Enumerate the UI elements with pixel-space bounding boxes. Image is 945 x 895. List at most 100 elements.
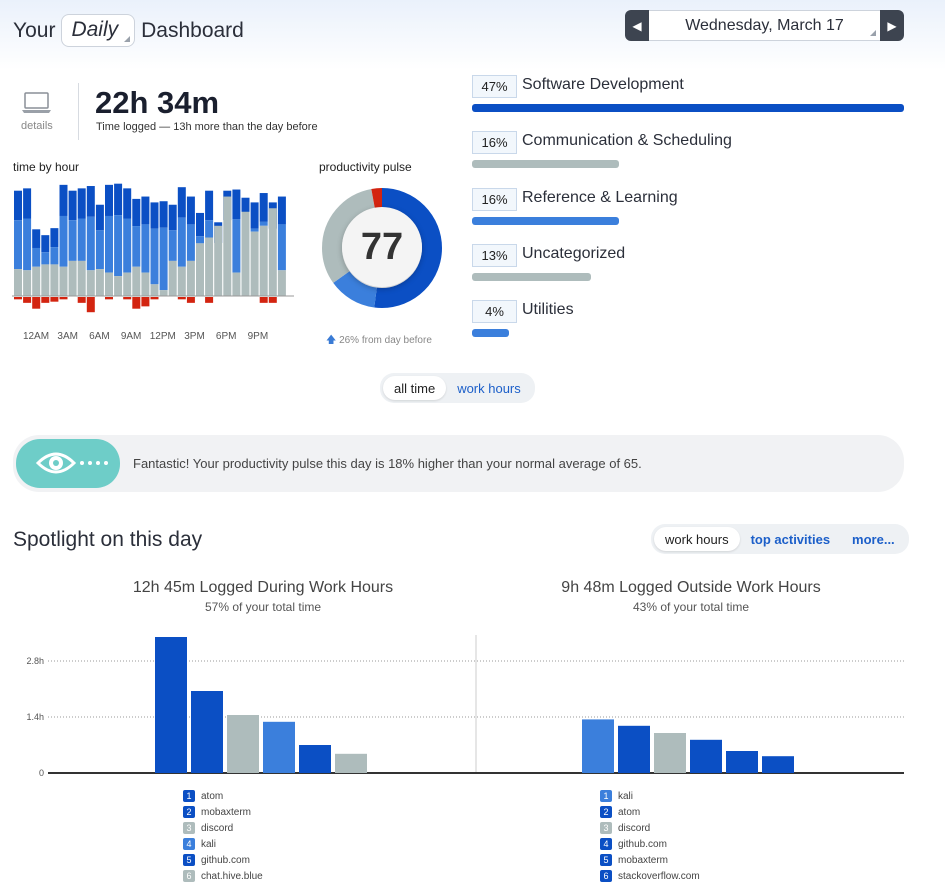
neutral-segment: [141, 272, 150, 296]
activity-bar[interactable]: [690, 739, 722, 773]
previous-day-button[interactable]: ◀: [625, 10, 649, 41]
legend-label: github.com: [201, 854, 250, 866]
hour-bar[interactable]: [114, 183, 123, 296]
category-item[interactable]: 16% Reference & Learning: [472, 188, 912, 238]
laptop-icon[interactable]: [22, 92, 52, 116]
details-link[interactable]: details: [21, 120, 53, 132]
activity-bar[interactable]: [191, 691, 223, 773]
activity-bar[interactable]: [726, 751, 758, 773]
activity-bar[interactable]: [155, 637, 187, 773]
neutral-segment: [177, 266, 186, 296]
productive-segment: [196, 236, 204, 244]
productive-segment: [77, 218, 86, 261]
distracting-segment: [177, 297, 186, 300]
legend-item[interactable]: 5 mobaxterm: [600, 852, 700, 868]
tab-more[interactable]: more...: [852, 531, 895, 547]
tab-top-activities[interactable]: top activities: [750, 531, 831, 547]
work-hours-tab[interactable]: work hours: [457, 380, 521, 396]
very-productive-segment: [159, 201, 168, 228]
hour-bar[interactable]: [159, 201, 168, 296]
tab-work-hours[interactable]: work hours: [654, 527, 740, 551]
very-productive-segment: [114, 183, 123, 216]
hour-tick-label: 9AM: [120, 331, 142, 342]
next-day-button[interactable]: ▶: [880, 10, 904, 41]
category-item[interactable]: 4% Utilities: [472, 300, 912, 350]
legend-item[interactable]: 4 kali: [183, 836, 263, 852]
hour-bar[interactable]: [23, 188, 32, 303]
date-picker[interactable]: Wednesday, March 17: [649, 10, 880, 41]
activity-bar[interactable]: [299, 745, 331, 773]
activity-bar[interactable]: [762, 756, 794, 773]
hour-bar[interactable]: [123, 188, 132, 300]
period-dropdown[interactable]: Daily: [61, 14, 136, 47]
spotlight-chart[interactable]: 0 1.4h 2.8h: [0, 625, 945, 785]
hour-bar[interactable]: [32, 229, 41, 309]
legend-item[interactable]: 2 atom: [600, 804, 700, 820]
distracting-segment: [23, 297, 32, 303]
activity-bar[interactable]: [582, 719, 614, 773]
donut-segment: [322, 188, 442, 308]
neutral-segment: [68, 260, 77, 296]
distracting-segment: [268, 297, 277, 303]
hour-bar[interactable]: [223, 190, 232, 296]
activity-bar[interactable]: [335, 753, 367, 773]
time-by-hour-chart[interactable]: [12, 178, 294, 313]
hour-bar[interactable]: [196, 212, 204, 296]
legend-item[interactable]: 6 stackoverflow.com: [600, 868, 700, 884]
hour-bar[interactable]: [105, 184, 113, 300]
all-time-tab[interactable]: all time: [383, 376, 447, 400]
legend-item[interactable]: 2 mobaxterm: [183, 804, 263, 820]
hour-bar[interactable]: [214, 222, 223, 296]
hour-bar[interactable]: [186, 196, 195, 303]
neutral-segment: [186, 260, 195, 296]
productive-segment: [150, 228, 159, 285]
hour-bar[interactable]: [250, 202, 259, 296]
legend-item[interactable]: 5 github.com: [183, 852, 263, 868]
hour-bar[interactable]: [150, 202, 159, 300]
legend-rank: 4: [183, 838, 195, 850]
category-item[interactable]: 47% Software Development: [472, 75, 912, 125]
category-item[interactable]: 16% Communication & Scheduling: [472, 131, 912, 181]
hour-bar[interactable]: [141, 196, 150, 307]
hour-bar[interactable]: [232, 189, 241, 296]
insight-banner: Fantastic! Your productivity pulse this …: [13, 435, 904, 492]
legend-item[interactable]: 1 atom: [183, 788, 263, 804]
distracting-segment: [141, 297, 150, 307]
productive-segment: [95, 230, 104, 270]
legend-item[interactable]: 3 discord: [183, 820, 263, 836]
hour-bar[interactable]: [132, 198, 141, 309]
hour-bar[interactable]: [277, 196, 286, 296]
hour-bar[interactable]: [14, 190, 22, 300]
productive-segment: [41, 252, 50, 265]
legend-item[interactable]: 1 kali: [600, 788, 700, 804]
hour-bar[interactable]: [59, 184, 68, 300]
hour-bar[interactable]: [41, 235, 50, 303]
neutral-segment: [114, 276, 123, 296]
caret-right-icon: ▶: [887, 18, 897, 33]
productive-segment: [132, 226, 141, 267]
activity-bar[interactable]: [654, 733, 686, 773]
hour-bar[interactable]: [168, 204, 177, 296]
activity-bar[interactable]: [263, 721, 295, 773]
hour-bar[interactable]: [95, 204, 104, 296]
hour-bar[interactable]: [50, 228, 59, 302]
hour-bar[interactable]: [268, 202, 277, 303]
hour-bar[interactable]: [177, 187, 186, 300]
activity-bar[interactable]: [227, 715, 259, 773]
category-item[interactable]: 13% Uncategorized: [472, 244, 912, 294]
productivity-pulse-donut[interactable]: [320, 186, 444, 310]
productive-segment: [86, 216, 95, 271]
legend-item[interactable]: 4 github.com: [600, 836, 700, 852]
hour-bar[interactable]: [259, 193, 268, 303]
hour-bar[interactable]: [205, 190, 214, 303]
very-productive-segment: [123, 188, 132, 219]
hour-bar[interactable]: [68, 190, 77, 296]
legend-item[interactable]: 3 discord: [600, 820, 700, 836]
hour-tick-label: 3PM: [184, 331, 205, 342]
activity-bar[interactable]: [618, 725, 650, 773]
hour-bar[interactable]: [241, 197, 250, 296]
hour-bar[interactable]: [86, 186, 95, 313]
legend-item[interactable]: 6 chat.hive.blue: [183, 868, 263, 884]
hour-bar[interactable]: [77, 188, 86, 303]
period-label: Daily: [71, 18, 119, 41]
